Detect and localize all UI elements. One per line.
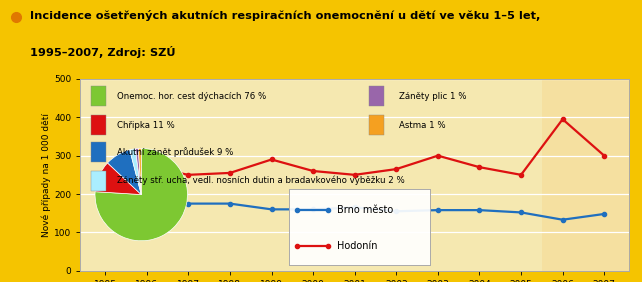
Hodonín [184,173,192,177]
Text: Záněty plic 1 %: Záněty plic 1 % [399,92,466,101]
Wedge shape [138,148,141,195]
Hodonín [268,158,275,161]
Line: Hodonín: Hodonín [103,117,606,177]
Text: Chřipka 11 %: Chřipka 11 % [116,121,174,129]
Brno město [143,188,151,192]
Brno město [226,202,234,205]
Wedge shape [95,148,187,241]
Text: 1995–2007, Zdroj: SZÚ: 1995–2007, Zdroj: SZÚ [30,46,176,58]
Hodonín [600,154,608,157]
Wedge shape [95,163,141,195]
Brno město [559,218,566,221]
Wedge shape [130,149,141,195]
Brno město [101,181,109,184]
Brno město [184,202,192,205]
Hodonín [434,154,442,157]
Text: Incidence ošetřených akutních respiračních onemocnění u dětí ve věku 1–5 let,: Incidence ošetřených akutních respirační… [30,10,541,21]
Brno město [392,210,400,213]
Bar [91,115,106,135]
Hodonín [392,168,400,171]
Line: Brno město: Brno město [103,180,606,222]
Text: Akutní zánět průdušek 9 %: Akutní zánět průdušek 9 % [116,147,233,157]
Bar [369,86,384,106]
Brno město [600,212,608,216]
Wedge shape [135,148,141,195]
Bar [91,171,106,191]
Hodonín [476,166,483,169]
Text: Hodonín: Hodonín [337,241,377,251]
Hodonín [101,170,109,173]
Hodonín [143,165,151,168]
Bar [91,86,106,106]
Hodonín [559,118,566,121]
Text: Brno město: Brno město [337,205,393,215]
Hodonín [351,173,359,177]
Bar [542,79,629,271]
Hodonín [309,169,317,173]
Hodonín [517,173,525,177]
Text: Astma 1 %: Astma 1 % [399,121,445,129]
Brno město [476,208,483,212]
Brno město [351,206,359,209]
Bar [91,142,106,162]
Hodonín [226,171,234,175]
Brno město [309,208,317,211]
Bar [369,115,384,135]
Brno město [434,208,442,212]
Text: Onemoc. hor. cest dýchacích 76 %: Onemoc. hor. cest dýchacích 76 % [116,92,266,101]
Y-axis label: Nové případy na 1 000 dětí: Nové případy na 1 000 dětí [42,113,51,237]
Brno město [268,208,275,211]
Text: Záněty stř. ucha, vedl. nosních dutin a bradavkového výběžku 2 %: Záněty stř. ucha, vedl. nosních dutin a … [116,176,404,186]
Wedge shape [108,150,141,195]
Brno město [517,211,525,214]
